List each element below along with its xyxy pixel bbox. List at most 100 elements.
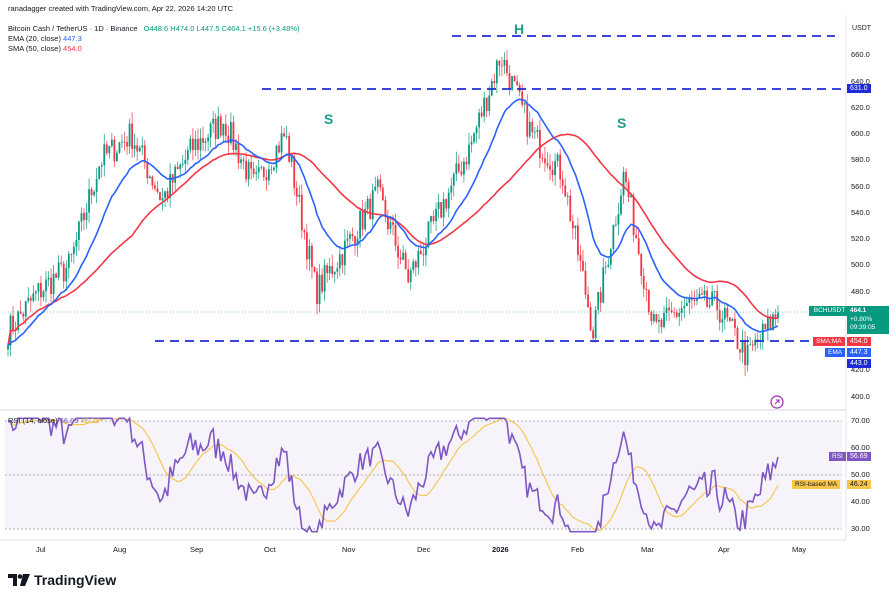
candle-body xyxy=(427,221,430,247)
candle-body xyxy=(620,195,622,215)
price-axis-label: 520.0 xyxy=(851,234,870,244)
candle-body xyxy=(597,291,600,310)
candle-body xyxy=(579,255,582,261)
candle-body xyxy=(718,310,721,323)
candle-body xyxy=(67,253,70,268)
candle-body xyxy=(404,252,407,270)
candle-body xyxy=(146,162,149,179)
candle-body xyxy=(229,122,232,144)
rsi-ma-value-tag: 46.24 xyxy=(847,480,871,489)
candle-body xyxy=(116,152,118,162)
candle-body xyxy=(224,123,227,136)
candle-body xyxy=(290,156,293,162)
candle-body xyxy=(622,171,625,196)
candle-body xyxy=(577,225,579,256)
candle-body xyxy=(582,260,584,271)
candle-body xyxy=(551,169,554,176)
candle-body xyxy=(103,144,106,166)
candle-body xyxy=(632,195,635,235)
candle-body xyxy=(242,159,245,161)
rsi-ma-name-tag: RSI-based MA xyxy=(792,480,841,489)
candle-body xyxy=(569,195,572,222)
candle-body xyxy=(488,95,491,111)
rsi-axis-label: 30.00 xyxy=(851,524,870,533)
candle-body xyxy=(721,319,724,323)
symbol-title[interactable]: Bitcoin Cash / TetherUS · 1D · Binance xyxy=(8,24,138,33)
candle-body xyxy=(528,121,531,137)
price-axis-label: 640.0 xyxy=(851,76,870,86)
candle-body xyxy=(470,142,473,145)
candle-body xyxy=(589,307,592,331)
candle-body xyxy=(440,202,443,218)
candle-body xyxy=(133,145,136,149)
candle-body xyxy=(544,158,546,164)
candle-body xyxy=(556,154,559,162)
candle-body xyxy=(508,73,511,90)
candle-body xyxy=(402,252,405,260)
candle-body xyxy=(399,257,402,260)
rsi-legend[interactable]: RSI (14, close) 56.69 46.24 xyxy=(8,416,99,426)
candle-body xyxy=(389,222,392,230)
candle-body xyxy=(612,224,615,250)
candle-body xyxy=(194,138,197,151)
candle-body xyxy=(445,199,448,209)
candle-body xyxy=(777,312,779,319)
ema-legend[interactable]: EMA (20, close) 447.3 xyxy=(8,34,82,44)
time-axis-label: May xyxy=(792,545,807,554)
candle-body xyxy=(460,171,463,175)
candle-body xyxy=(197,138,199,150)
candle-body xyxy=(637,238,640,254)
sma-legend-value: 454.0 xyxy=(63,44,82,53)
candle-body xyxy=(313,266,316,272)
candle-body xyxy=(604,266,607,268)
candle-body xyxy=(278,145,280,153)
ema-legend-value: 447.3 xyxy=(63,34,82,43)
candle-body xyxy=(212,118,215,124)
candle-body xyxy=(186,150,189,160)
candle-body xyxy=(480,112,483,117)
candle-body xyxy=(498,60,501,66)
candle-body xyxy=(262,167,265,178)
candle-body xyxy=(141,145,144,148)
candle-body xyxy=(293,156,296,188)
candle-body xyxy=(265,177,268,181)
candle-body xyxy=(169,174,172,198)
candle-body xyxy=(701,293,703,295)
candle-body xyxy=(703,290,706,295)
candle-body xyxy=(376,179,379,187)
time-axis-label: Aug xyxy=(113,545,127,554)
candle-body xyxy=(713,291,716,292)
candle-body xyxy=(156,188,159,193)
time-axis-label: Nov xyxy=(342,545,356,554)
candle-body xyxy=(227,135,230,144)
candle-body xyxy=(683,306,686,309)
candle-body xyxy=(442,199,445,218)
candle-body xyxy=(331,266,334,275)
candle-body xyxy=(468,144,470,165)
price-axis-label: 400.0 xyxy=(851,391,870,401)
candle-body xyxy=(336,268,339,272)
candle-body xyxy=(22,313,25,317)
candle-body xyxy=(554,161,557,176)
candle-body xyxy=(154,185,156,189)
candle-body xyxy=(503,59,506,66)
candle-body xyxy=(100,165,103,167)
last-price-change: +0.80% xyxy=(850,315,873,323)
price-axis-label: 580.0 xyxy=(851,155,870,165)
candle-body xyxy=(181,163,184,165)
candle-body xyxy=(60,262,63,264)
candle-body xyxy=(98,166,101,179)
candle-body xyxy=(283,133,285,137)
candle-body xyxy=(754,339,757,346)
candle-body xyxy=(338,254,341,269)
candle-body xyxy=(485,97,488,111)
candles xyxy=(7,50,779,377)
left-shoulder-label: S xyxy=(324,111,333,127)
candle-body xyxy=(371,190,374,220)
time-axis-label: Jul xyxy=(36,545,46,554)
candle-body xyxy=(369,198,372,220)
candle-body xyxy=(422,254,425,256)
sma-legend[interactable]: SMA (50, close) 454.0 xyxy=(8,44,82,54)
candle-body xyxy=(693,300,696,301)
